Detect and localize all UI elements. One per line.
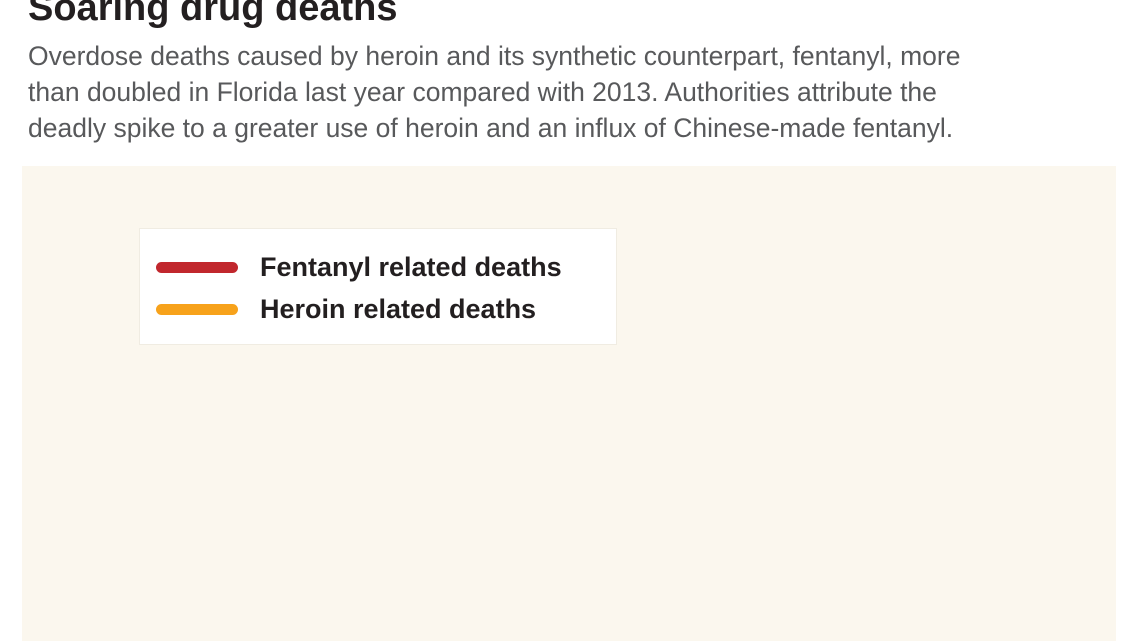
subtitle-line-1: Overdose deaths caused by heroin and its… — [28, 41, 961, 71]
legend-swatch-fentanyl — [156, 262, 238, 273]
subtitle-line-2: than doubled in Florida last year compar… — [28, 77, 937, 107]
subtitle-line-3: deadly spike to a greater use of heroin … — [28, 113, 954, 143]
legend-swatch-heroin — [156, 304, 238, 315]
legend: Fentanyl related deaths Heroin related d… — [140, 229, 616, 344]
legend-label-fentanyl: Fentanyl related deaths — [260, 252, 562, 282]
chart-title: Soaring drug deaths — [28, 0, 398, 29]
legend-label-heroin: Heroin related deaths — [260, 294, 537, 324]
